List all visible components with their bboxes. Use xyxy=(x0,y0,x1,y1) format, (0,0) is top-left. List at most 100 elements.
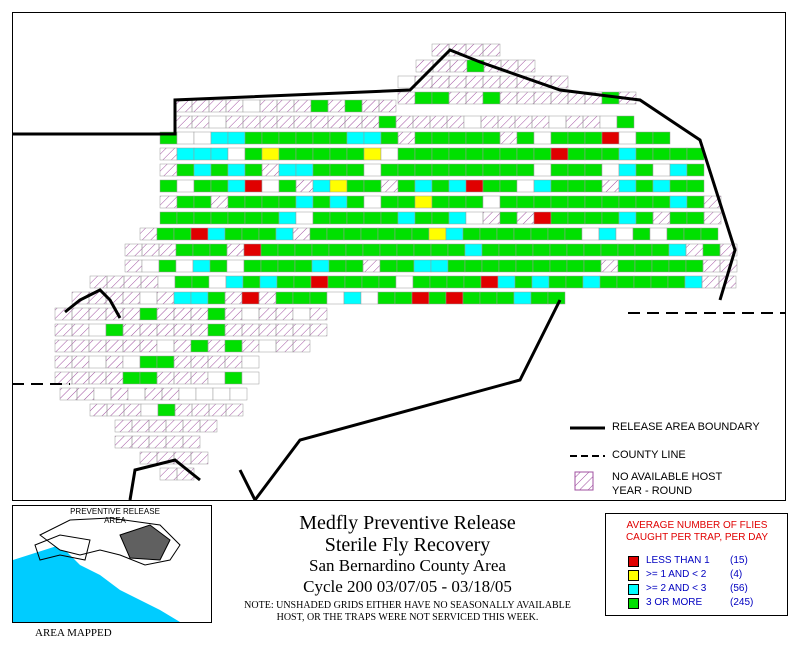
grid-cell xyxy=(533,147,552,161)
grid-cell xyxy=(447,243,466,257)
grid-cell xyxy=(363,131,382,145)
grid-cell xyxy=(618,131,637,145)
grid-cell xyxy=(394,227,413,241)
grid-cell xyxy=(632,227,651,241)
grid-cell xyxy=(380,147,399,161)
grid-cell xyxy=(428,291,447,305)
grid-cell xyxy=(258,307,277,321)
catch-legend-count: (15) xyxy=(730,555,748,566)
grid-cell xyxy=(114,419,133,433)
grid-cell xyxy=(446,115,465,129)
grid-cell xyxy=(361,99,380,113)
grid-cell xyxy=(380,179,399,193)
grid-cell xyxy=(173,371,192,385)
grid-cell xyxy=(516,179,535,193)
grid-cell xyxy=(207,323,226,337)
grid-cell xyxy=(598,227,617,241)
grid-cell xyxy=(71,307,90,321)
grid-cell xyxy=(397,147,416,161)
grid-cell xyxy=(634,259,653,273)
grid-cell xyxy=(241,307,260,321)
grid-cell xyxy=(533,211,552,225)
grid-cell xyxy=(531,275,550,289)
grid-cell xyxy=(161,387,180,401)
grid-cell xyxy=(243,243,262,257)
grid-cell xyxy=(293,99,312,113)
grid-cell xyxy=(668,243,687,257)
grid-cell xyxy=(685,243,704,257)
grid-cell xyxy=(652,131,671,145)
grid-cell xyxy=(380,211,399,225)
grid-cell xyxy=(210,131,229,145)
legend-nohost-label-2: YEAR - ROUND xyxy=(612,485,693,497)
grid-cell xyxy=(139,307,158,321)
grid-cell xyxy=(258,227,277,241)
grid-cell xyxy=(190,371,209,385)
grid-cell xyxy=(54,323,73,337)
grid-cell xyxy=(343,227,362,241)
grid-cell xyxy=(363,195,382,209)
grid-cell xyxy=(173,307,192,321)
grid-cell xyxy=(176,179,195,193)
grid-cell xyxy=(465,179,484,193)
grid-cell xyxy=(686,147,705,161)
grid-cell xyxy=(122,339,141,353)
grid-cell xyxy=(209,243,228,257)
grid-cell xyxy=(445,227,464,241)
grid-cell xyxy=(499,91,518,105)
grid-cell xyxy=(156,355,175,369)
grid-cell xyxy=(447,259,466,273)
grid-cell xyxy=(292,323,311,337)
catch-legend-label: >= 1 AND < 2 xyxy=(646,569,707,580)
grid-cell xyxy=(360,291,379,305)
grid-cell xyxy=(702,243,721,257)
grid-cell xyxy=(312,211,331,225)
grid-cell xyxy=(496,291,515,305)
grid-cell xyxy=(584,163,603,177)
grid-cell xyxy=(515,259,534,273)
grid-cell xyxy=(174,275,193,289)
grid-cell xyxy=(618,179,637,193)
grid-cell xyxy=(344,275,363,289)
map-subtitle: Sterile Fly Recovery xyxy=(324,534,491,556)
grid-cell xyxy=(76,387,95,401)
grid-cell xyxy=(635,163,654,177)
catch-legend-swatch xyxy=(628,556,639,567)
grid-cell xyxy=(159,179,178,193)
grid-cell xyxy=(193,179,212,193)
grid-cell xyxy=(363,147,382,161)
grid-cell xyxy=(448,75,467,89)
grid-cell xyxy=(156,323,175,337)
grid-cell xyxy=(617,259,636,273)
legend-boundary-sample xyxy=(570,426,605,491)
grid-cell xyxy=(413,259,432,273)
grid-cell xyxy=(584,131,603,145)
grid-cell xyxy=(261,147,280,161)
grid-cell xyxy=(243,259,262,273)
grid-cell xyxy=(465,131,484,145)
grid-cell xyxy=(530,291,549,305)
grid-cell xyxy=(294,243,313,257)
grid-cell xyxy=(190,291,209,305)
grid-cell xyxy=(207,307,226,321)
grid-cell xyxy=(565,275,584,289)
grid-cell xyxy=(209,259,228,273)
grid-cell xyxy=(343,291,362,305)
grid-cell xyxy=(499,147,518,161)
grid-cell xyxy=(156,291,175,305)
grid-cell xyxy=(464,259,483,273)
grid-cell xyxy=(158,243,177,257)
grid-cell xyxy=(242,275,261,289)
grid-cell xyxy=(210,147,229,161)
grid-cell xyxy=(464,243,483,257)
grid-cell xyxy=(227,131,246,145)
grid-cell xyxy=(496,227,515,241)
grid-cell xyxy=(193,163,212,177)
grid-cell xyxy=(242,99,261,113)
grid-cell xyxy=(479,227,498,241)
grid-cell xyxy=(148,435,167,449)
grid-cell xyxy=(193,211,212,225)
grid-cell xyxy=(224,307,243,321)
grid-cell xyxy=(244,131,263,145)
grid-cell xyxy=(669,179,688,193)
